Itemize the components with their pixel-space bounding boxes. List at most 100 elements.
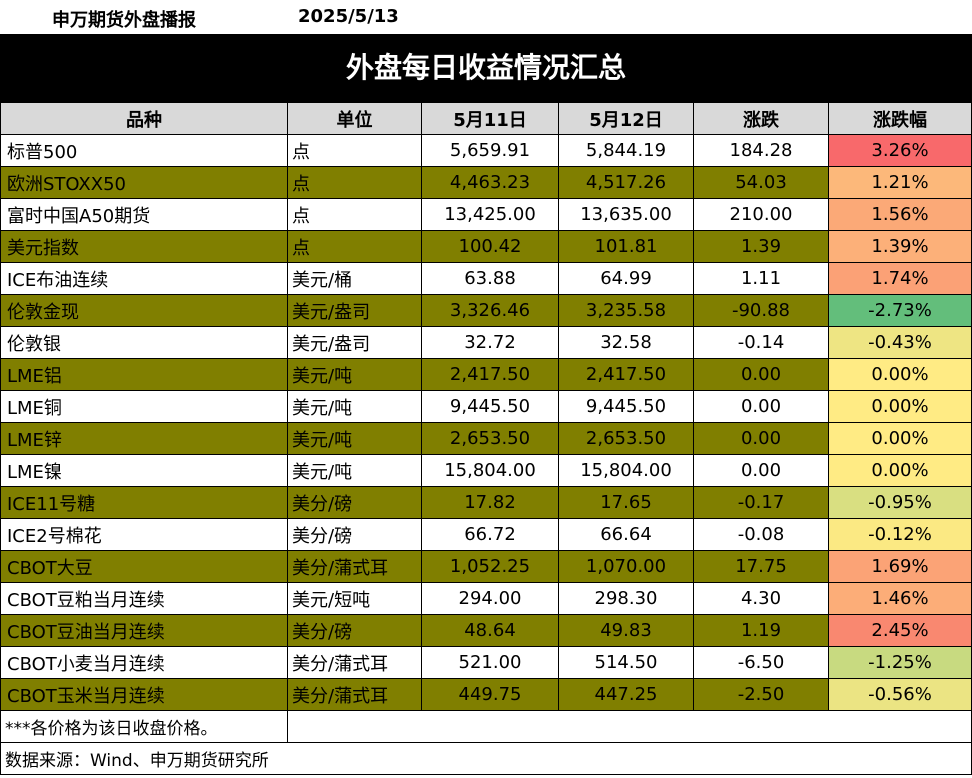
may12-value-cell: 32.58: [558, 326, 694, 359]
returns-table: 品种 单位 5月11日 5月12日 涨跌 涨跌幅 标普500 点 5,659.91 5…: [0, 102, 972, 775]
may12-value-cell: 17.65: [558, 486, 694, 519]
unit-cell: 美分/磅: [287, 614, 422, 647]
table-row: ICE布油连续 美元/桶 63.88 64.99 1.11 1.74%: [0, 262, 972, 295]
variety-cell: ICE11号糖: [0, 486, 288, 519]
variety-cell: 美元指数: [0, 230, 288, 263]
report-header: 申万期货外盘播报 2025/5/13: [0, 0, 972, 34]
unit-cell: 美元/吨: [287, 358, 422, 391]
column-header-change: 涨跌: [693, 102, 829, 135]
table-row: ICE11号糖 美分/磅 17.82 17.65 -0.17 -0.95%: [0, 486, 972, 519]
source-text: 数据来源：Wind、申万期货研究所: [0, 742, 972, 775]
change-cell: -6.50: [693, 646, 829, 679]
may11-value-cell: 5,659.91: [421, 134, 559, 167]
unit-cell: 美元/盎司: [287, 294, 422, 327]
change-cell: 4.30: [693, 582, 829, 615]
may12-value-cell: 298.30: [558, 582, 694, 615]
change-cell: -0.14: [693, 326, 829, 359]
change-pct-cell: 0.00%: [828, 358, 972, 391]
variety-cell: LME镍: [0, 454, 288, 487]
unit-cell: 美分/磅: [287, 486, 422, 519]
change-pct-cell: -1.25%: [828, 646, 972, 679]
change-pct-cell: 1.46%: [828, 582, 972, 615]
table-body: 标普500 点 5,659.91 5,844.19 184.28 3.26% 欧洲STOXX…: [0, 134, 972, 711]
may11-value-cell: 17.82: [421, 486, 559, 519]
table-row: 标普500 点 5,659.91 5,844.19 184.28 3.26%: [0, 134, 972, 167]
may11-value-cell: 9,445.50: [421, 390, 559, 423]
change-cell: -90.88: [693, 294, 829, 327]
table-row: CBOT小麦当月连续 美分/蒲式耳 521.00 514.50 -6.50 -1.25%: [0, 646, 972, 679]
table-row: 欧洲STOXX50 点 4,463.23 4,517.26 54.03 1.21%: [0, 166, 972, 199]
may12-value-cell: 3,235.58: [558, 294, 694, 327]
may12-value-cell: 514.50: [558, 646, 694, 679]
change-pct-cell: 1.21%: [828, 166, 972, 199]
unit-cell: 美元/桶: [287, 262, 422, 295]
unit-cell: 点: [287, 166, 422, 199]
may11-value-cell: 521.00: [421, 646, 559, 679]
may12-value-cell: 64.99: [558, 262, 694, 295]
column-header-change-pct: 涨跌幅: [828, 102, 972, 135]
variety-cell: ICE布油连续: [0, 262, 288, 295]
table-row: LME镍 美元/吨 15,804.00 15,804.00 0.00 0.00%: [0, 454, 972, 487]
unit-cell: 点: [287, 134, 422, 167]
table-row: ICE2号棉花 美分/磅 66.72 66.64 -0.08 -0.12%: [0, 518, 972, 551]
table-header-row: 品种 单位 5月11日 5月12日 涨跌 涨跌幅: [0, 102, 972, 135]
change-pct-cell: 1.39%: [828, 230, 972, 263]
unit-cell: 美元/吨: [287, 390, 422, 423]
variety-cell: 欧洲STOXX50: [0, 166, 288, 199]
change-cell: -2.50: [693, 678, 829, 711]
may12-value-cell: 447.25: [558, 678, 694, 711]
variety-cell: LME锌: [0, 422, 288, 455]
change-pct-cell: -0.95%: [828, 486, 972, 519]
change-cell: 0.00: [693, 358, 829, 391]
may12-value-cell: 15,804.00: [558, 454, 694, 487]
note-text: ***各价格为该日收盘价格。: [0, 710, 288, 743]
change-pct-cell: 0.00%: [828, 454, 972, 487]
change-cell: 1.11: [693, 262, 829, 295]
column-header-unit: 单位: [287, 102, 422, 135]
note-row: ***各价格为该日收盘价格。: [0, 710, 972, 743]
column-header-may12: 5月12日: [558, 102, 694, 135]
table-row: LME铝 美元/吨 2,417.50 2,417.50 0.00 0.00%: [0, 358, 972, 391]
table-row: CBOT豆粕当月连续 美元/短吨 294.00 298.30 4.30 1.46%: [0, 582, 972, 615]
may11-value-cell: 15,804.00: [421, 454, 559, 487]
table-row: 富时中国A50期货点 13,425.00 13,635.00 210.00 1.56%: [0, 198, 972, 231]
may11-value-cell: 66.72: [421, 518, 559, 551]
may12-value-cell: 1,070.00: [558, 550, 694, 583]
unit-cell: 美分/蒲式耳: [287, 646, 422, 679]
variety-cell: 伦敦银: [0, 326, 288, 359]
may11-value-cell: 2,653.50: [421, 422, 559, 455]
change-pct-cell: -0.12%: [828, 518, 972, 551]
may12-value-cell: 66.64: [558, 518, 694, 551]
change-pct-cell: 2.45%: [828, 614, 972, 647]
unit-cell: 点: [287, 230, 422, 263]
change-pct-cell: 0.00%: [828, 390, 972, 423]
variety-cell: 富时中国A50期货: [0, 198, 288, 231]
change-pct-cell: 3.26%: [828, 134, 972, 167]
page-title: 外盘每日收益情况汇总: [0, 34, 972, 102]
note-empty-cell: [287, 710, 972, 743]
change-cell: 210.00: [693, 198, 829, 231]
variety-cell: CBOT大豆: [0, 550, 288, 583]
unit-cell: 美元/吨: [287, 454, 422, 487]
variety-cell: LME铝: [0, 358, 288, 391]
may11-value-cell: 449.75: [421, 678, 559, 711]
column-header-variety: 品种: [0, 102, 288, 135]
table-row: LME铜 美元/吨 9,445.50 9,445.50 0.00 0.00%: [0, 390, 972, 423]
may12-value-cell: 13,635.00: [558, 198, 694, 231]
change-cell: 54.03: [693, 166, 829, 199]
may12-value-cell: 101.81: [558, 230, 694, 263]
table-row: CBOT大豆 美分/蒲式耳 1,052.25 1,070.00 17.75 1.69%: [0, 550, 972, 583]
may12-value-cell: 2,653.50: [558, 422, 694, 455]
change-cell: 1.19: [693, 614, 829, 647]
variety-cell: CBOT豆油当月连续: [0, 614, 288, 647]
table-row: 伦敦银 美元/盎司 32.72 32.58 -0.14 -0.43%: [0, 326, 972, 359]
change-cell: 17.75: [693, 550, 829, 583]
unit-cell: 美分/蒲式耳: [287, 678, 422, 711]
unit-cell: 美分/蒲式耳: [287, 550, 422, 583]
may12-value-cell: 9,445.50: [558, 390, 694, 423]
change-pct-cell: 1.56%: [828, 198, 972, 231]
table-row: LME锌 美元/吨 2,653.50 2,653.50 0.00 0.00%: [0, 422, 972, 455]
unit-cell: 美元/吨: [287, 422, 422, 455]
change-cell: -0.08: [693, 518, 829, 551]
change-cell: 0.00: [693, 454, 829, 487]
